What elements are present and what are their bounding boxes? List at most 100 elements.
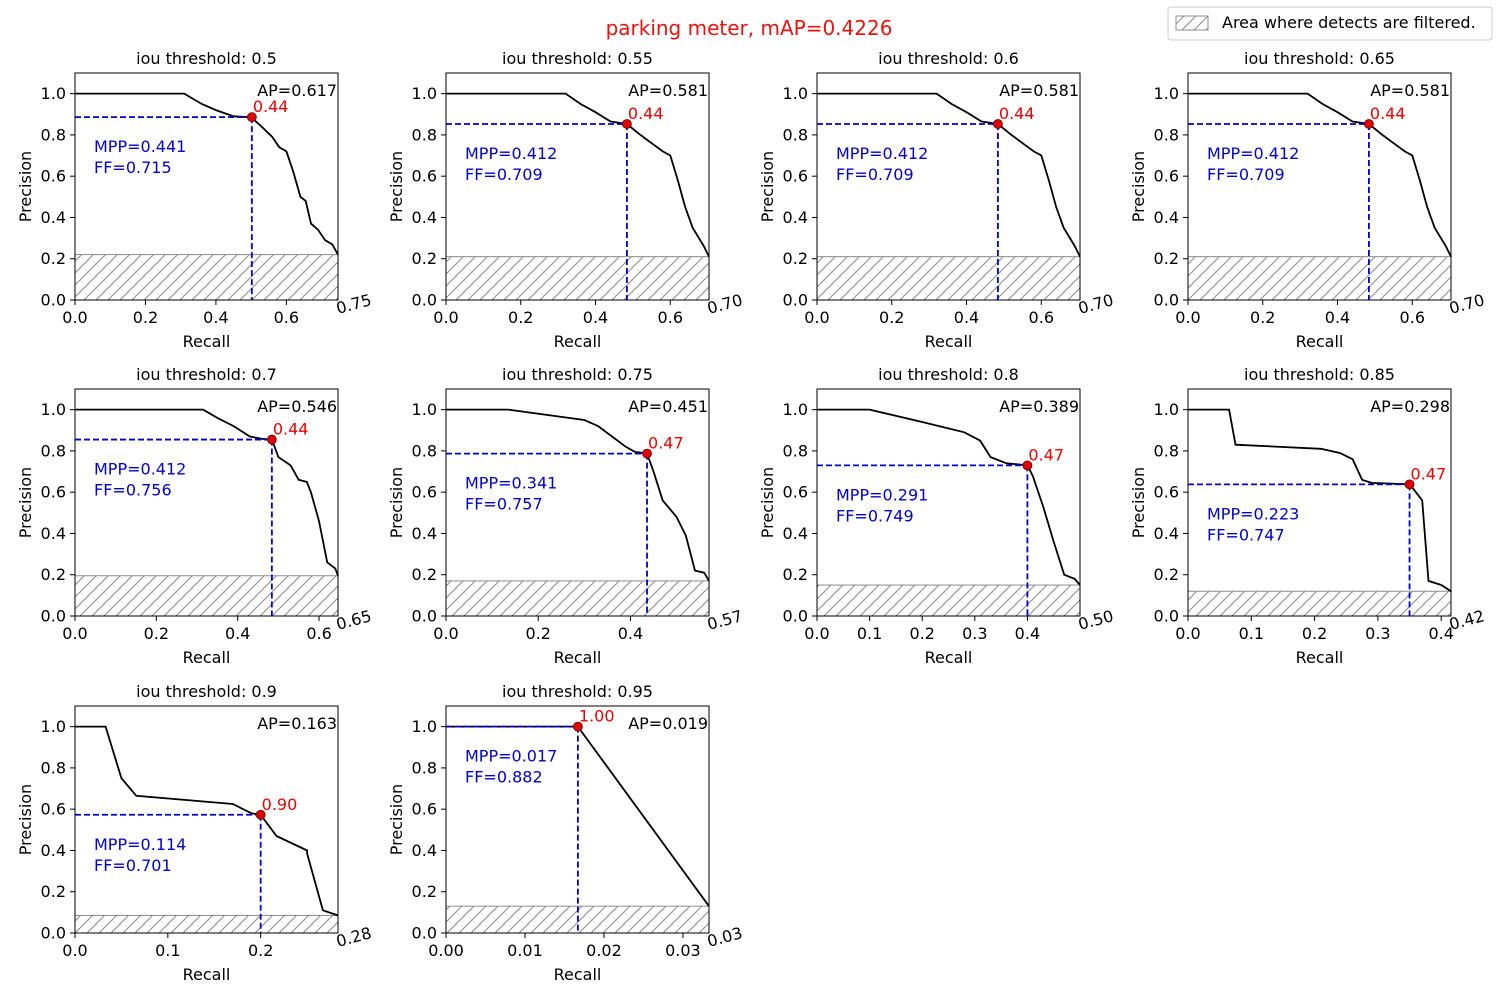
- mpp-label: MPP=0.223: [1207, 504, 1299, 523]
- ap-label: AP=0.389: [999, 397, 1079, 416]
- x-tick-label: 0.0: [1175, 308, 1200, 327]
- y-axis-label: Precision: [1129, 151, 1148, 222]
- filtered-area: [74, 254, 339, 301]
- axes-frame: [445, 388, 710, 617]
- pr-panel-4: iou threshold: 0.65 0.44 AP=0.581 MPP=0.412…: [1129, 49, 1486, 351]
- ff-label: FF=0.701: [94, 856, 172, 875]
- y-tick-label: 1.0: [783, 84, 808, 103]
- y-tick-label: 0.6: [41, 800, 66, 819]
- threshold-label: 0.44: [1370, 104, 1406, 123]
- y-tick-label: 0.2: [1154, 249, 1179, 268]
- operating-point: [622, 119, 632, 129]
- x-tick-label: 0.4: [954, 308, 979, 327]
- threshold-label: 0.44: [253, 97, 289, 116]
- y-axis-label: Precision: [758, 151, 777, 222]
- ap-label: AP=0.298: [1370, 397, 1450, 416]
- mpp-label: MPP=0.412: [465, 144, 557, 163]
- y-tick-label: 0.2: [412, 882, 437, 901]
- axes-frame: [445, 72, 710, 301]
- y-tick-label: 0.2: [412, 565, 437, 584]
- legend-frame: [1167, 6, 1493, 41]
- x-end-label: 0.57: [705, 606, 744, 634]
- operating-point: [642, 448, 652, 459]
- legend-hatch-swatch: [1175, 15, 1209, 31]
- pr-panel-3: iou threshold: 0.6 0.44 AP=0.581 MPP=0.412 F…: [758, 49, 1115, 351]
- x-axis-label: Recall: [554, 965, 602, 984]
- filtered-area: [445, 256, 710, 301]
- legend: Area where detects are filtered.: [1167, 6, 1493, 41]
- y-tick-label: 0.6: [783, 483, 808, 502]
- panel-title: iou threshold: 0.75: [502, 365, 653, 384]
- ff-label: FF=0.757: [465, 495, 543, 514]
- filtered-area: [74, 575, 339, 617]
- x-end-label: 0.70: [1447, 290, 1486, 318]
- axes-frame: [1187, 388, 1452, 617]
- y-tick-label: 0.6: [41, 167, 66, 186]
- x-end-label: 0.28: [334, 923, 373, 951]
- y-tick-label: 0.8: [783, 441, 808, 460]
- y-tick-label: 1.0: [783, 400, 808, 419]
- y-tick-label: 1.0: [1154, 400, 1179, 419]
- x-tick-label: 0.0: [804, 308, 829, 327]
- x-tick-label: 0.4: [618, 624, 643, 643]
- x-tick-label: 0.0: [62, 624, 87, 643]
- filtered-area: [74, 914, 339, 934]
- axes-frame: [74, 705, 339, 934]
- threshold-label: 0.47: [1028, 445, 1064, 464]
- y-tick-label: 0.0: [412, 291, 437, 310]
- y-tick-label: 0.4: [41, 208, 66, 227]
- threshold-label: 1.00: [579, 707, 615, 726]
- panel-title: iou threshold: 0.55: [502, 49, 653, 68]
- y-tick-label: 0.2: [1154, 565, 1179, 584]
- ff-label: FF=0.709: [465, 165, 543, 184]
- pr-curve: [1188, 92, 1452, 258]
- y-tick-label: 0.6: [412, 800, 437, 819]
- y-tick-label: 1.0: [412, 400, 437, 419]
- x-tick-label: 0.2: [144, 624, 169, 643]
- y-tick-label: 0.8: [412, 758, 437, 777]
- panel-title: iou threshold: 0.6: [878, 49, 1019, 68]
- y-tick-label: 0.2: [412, 249, 437, 268]
- operating-point: [255, 809, 266, 820]
- mpp-label: MPP=0.291: [836, 485, 928, 504]
- threshold-label: 0.44: [628, 104, 664, 123]
- y-tick-label: 1.0: [412, 84, 437, 103]
- pr-curve: [817, 408, 1081, 586]
- x-end-label: 0.75: [334, 290, 373, 318]
- y-axis-label: Precision: [16, 784, 35, 855]
- x-tick-label: 0.0: [62, 941, 87, 960]
- panel-title: iou threshold: 0.8: [878, 365, 1019, 384]
- ap-label: AP=0.546: [257, 397, 337, 416]
- panel-title: iou threshold: 0.5: [136, 49, 277, 68]
- y-tick-label: 0.6: [783, 167, 808, 186]
- y-axis-label: Precision: [387, 467, 406, 538]
- y-tick-label: 0.8: [783, 125, 808, 144]
- ff-label: FF=0.749: [836, 506, 914, 525]
- figure-title: parking meter, mAP=0.4226: [606, 16, 893, 40]
- y-tick-label: 1.0: [41, 717, 66, 736]
- y-tick-label: 0.6: [41, 483, 66, 502]
- pr-curve: [75, 408, 339, 577]
- filtered-area: [445, 580, 710, 617]
- y-tick-label: 0.8: [41, 125, 66, 144]
- x-axis-label: Recall: [183, 965, 231, 984]
- x-tick-label: 0.1: [155, 941, 180, 960]
- axes-frame: [816, 72, 1081, 301]
- y-tick-label: 0.0: [783, 291, 808, 310]
- y-tick-label: 0.2: [41, 249, 66, 268]
- x-tick-label: 0.3: [1365, 624, 1390, 643]
- x-tick-label: 0.6: [658, 308, 683, 327]
- mpp-label: MPP=0.114: [94, 835, 186, 854]
- x-tick-label: 0.2: [909, 624, 934, 643]
- operating-point: [1404, 479, 1415, 490]
- pr-panel-6: iou threshold: 0.75 0.47 AP=0.451 MPP=0.341…: [387, 365, 744, 667]
- threshold-label: 0.44: [273, 420, 309, 439]
- threshold-label: 0.47: [648, 434, 684, 453]
- filtered-area: [816, 584, 1081, 617]
- y-tick-label: 0.0: [412, 607, 437, 626]
- ff-label: FF=0.747: [1207, 525, 1285, 544]
- x-tick-label: 0.0: [804, 624, 829, 643]
- panel-title: iou threshold: 0.65: [1244, 49, 1395, 68]
- x-end-label: 0.42: [1447, 606, 1486, 634]
